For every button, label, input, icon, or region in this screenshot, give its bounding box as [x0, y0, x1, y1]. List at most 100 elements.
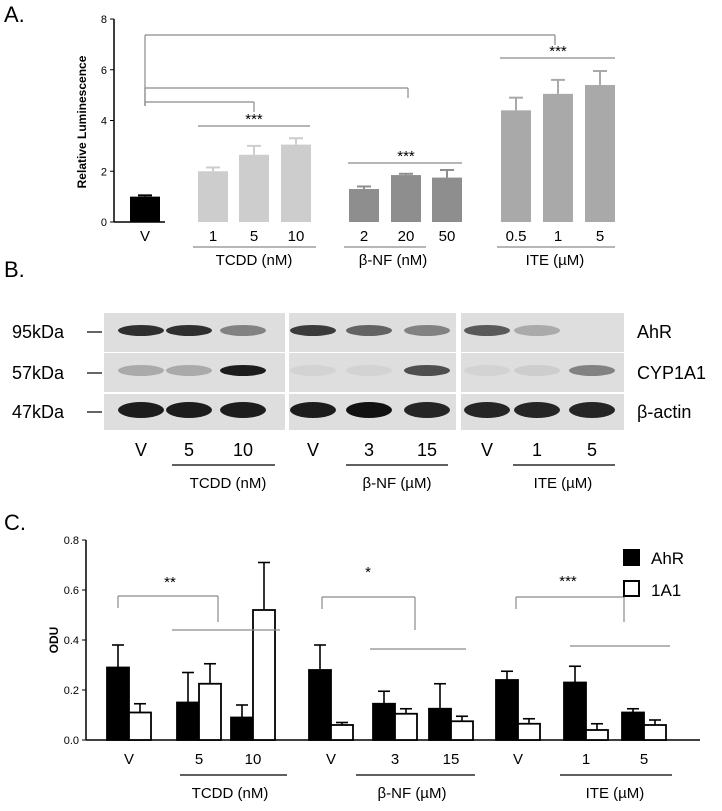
- blot-lane-label: 3: [364, 440, 374, 460]
- blot-band: [464, 325, 510, 336]
- panel-a-y-tick-label: 6: [101, 65, 107, 77]
- blot-band: [290, 365, 336, 376]
- panel-a-significance-stars: ***: [549, 43, 567, 60]
- blot-band: [569, 402, 615, 418]
- panel-c-y-tick-label: 0.6: [64, 585, 79, 597]
- panel-b-letter: B.: [4, 257, 25, 282]
- blot-band: [220, 325, 266, 336]
- panel-c-bar-1a1: [643, 724, 667, 741]
- panel-c-y-tick-label: 0.8: [64, 535, 79, 547]
- panel-c-category-label: 5: [195, 751, 203, 768]
- panel-c-group-label: TCDD (nM): [192, 785, 269, 802]
- panel-c-category-label: 3: [391, 751, 399, 768]
- panel-a-axes: 0 2 4 6 8: [101, 14, 165, 229]
- panel-a-group-label: β-NF (nM): [359, 252, 428, 269]
- panel-a-category-label: 20: [398, 228, 415, 245]
- panel-c-group-label: ITE (µM): [586, 785, 645, 802]
- panel-a: A. Relative Luminescence 0 2 4 6 8 V 1 5 10 2 20 5…: [4, 2, 615, 269]
- legend-label-1a1: 1A1: [651, 581, 681, 600]
- legend-swatch-1a1: [623, 580, 640, 597]
- panel-a-significance-stars: ***: [245, 111, 263, 128]
- blot-images: [104, 313, 624, 430]
- panel-c-y-tick-label: 0.0: [64, 735, 79, 747]
- blot-marker-label: 57kDa: [12, 363, 65, 383]
- blot-lane-label: 1: [532, 440, 542, 460]
- panel-a-bar: [543, 93, 573, 222]
- panel-c-bar-1a1: [252, 609, 276, 741]
- panel-a-y-tick-label: 8: [101, 14, 107, 26]
- blot-band: [404, 325, 450, 336]
- blot-band: [404, 365, 450, 376]
- blot-strip: [461, 353, 624, 392]
- panel-a-group-label: ITE (µM): [526, 252, 585, 269]
- blot-band: [118, 325, 164, 336]
- blot-group-label: β-NF (µM): [363, 475, 432, 492]
- panel-a-bar: [239, 154, 269, 222]
- blot-band: [220, 365, 266, 376]
- panel-c-bar-1a1: [198, 682, 222, 741]
- panel-c-category-label: 10: [245, 751, 262, 768]
- panel-c-bar-ahr: [428, 707, 452, 741]
- panel-a-bar: [585, 84, 615, 222]
- panel-a-bars: V 1 5 10 2 20 50 0.5 1 5: [130, 70, 615, 245]
- panel-c-bar-ahr: [176, 701, 200, 741]
- blot-band: [118, 365, 164, 376]
- panel-c-y-tick-label: 0.4: [64, 635, 79, 647]
- blot-band: [514, 365, 560, 376]
- panel-c-group-label: β-NF (µM): [378, 785, 447, 802]
- panel-c-bar-1a1: [517, 722, 541, 741]
- blot-band: [220, 402, 266, 418]
- panel-a-bar: [501, 110, 531, 222]
- panel-c: C. ODU 0.00.20.40.60.8 V 5 10 V 3 15 V 1 5 TCDD …: [4, 510, 700, 802]
- panel-c-bar-ahr: [563, 681, 587, 741]
- panel-a-category-label: 5: [596, 228, 604, 245]
- panel-a-category-label: V: [140, 228, 150, 245]
- panel-c-significance-stars: **: [164, 574, 176, 591]
- blot-protein-label: CYP1A1: [637, 363, 706, 383]
- blot-protein-label: AhR: [637, 322, 672, 342]
- panel-c-bar-1a1: [585, 729, 609, 741]
- panel-a-group-label: TCDD (nM): [216, 252, 293, 269]
- panel-c-y-tick-label: 0.2: [64, 685, 79, 697]
- blot-marker-label: 47kDa: [12, 402, 65, 422]
- blot-band: [166, 402, 212, 418]
- panel-c-category-label: V: [326, 751, 336, 768]
- panel-a-letter: A.: [4, 2, 25, 27]
- blot-group-label: ITE (µM): [534, 475, 593, 492]
- panel-c-bar-ahr: [106, 666, 130, 741]
- panel-c-significance-stars: ***: [559, 573, 577, 590]
- blot-band: [514, 325, 560, 336]
- panel-a-category-label: 10: [288, 228, 305, 245]
- panel-c-bar-ahr: [495, 679, 519, 741]
- blot-band: [569, 365, 615, 376]
- panel-c-y-axis-label: ODU: [47, 627, 61, 654]
- panel-b-western-blot: B. 95kDa AhR 57kDa CYP1A1 47kDa β-actin V 5 10 V 3…: [4, 257, 706, 492]
- panel-a-bar: [281, 144, 311, 222]
- legend-label-ahr: AhR: [651, 549, 684, 568]
- panel-a-category-label: 5: [250, 228, 258, 245]
- panel-a-bar: [391, 175, 421, 222]
- panel-c-legend: AhR 1A1: [623, 549, 684, 600]
- legend-swatch-ahr: [623, 549, 640, 566]
- panel-c-category-label: 15: [443, 751, 460, 768]
- blot-band: [118, 402, 164, 418]
- panel-a-bar: [198, 171, 228, 222]
- panel-c-category-label: V: [513, 751, 523, 768]
- panel-a-bar: [432, 177, 462, 222]
- blot-lane-label: V: [307, 440, 319, 460]
- panel-a-y-tick-label: 2: [101, 166, 107, 178]
- blot-lane-label: 5: [184, 440, 194, 460]
- blot-lane-label: V: [481, 440, 493, 460]
- panel-c-bar-1a1: [394, 712, 418, 741]
- panel-c-category-label: 5: [640, 751, 648, 768]
- panel-a-category-label: 50: [439, 228, 456, 245]
- blot-band: [290, 402, 336, 418]
- panel-a-y-tick-label: 0: [101, 217, 107, 229]
- panel-c-bar-ahr: [308, 669, 332, 741]
- panel-c-bar-ahr: [372, 702, 396, 741]
- panel-c-annotations: TCDD (nM) β-NF (µM) ITE (µM)******: [117, 564, 672, 802]
- blot-band: [404, 402, 450, 418]
- blot-band: [290, 325, 336, 336]
